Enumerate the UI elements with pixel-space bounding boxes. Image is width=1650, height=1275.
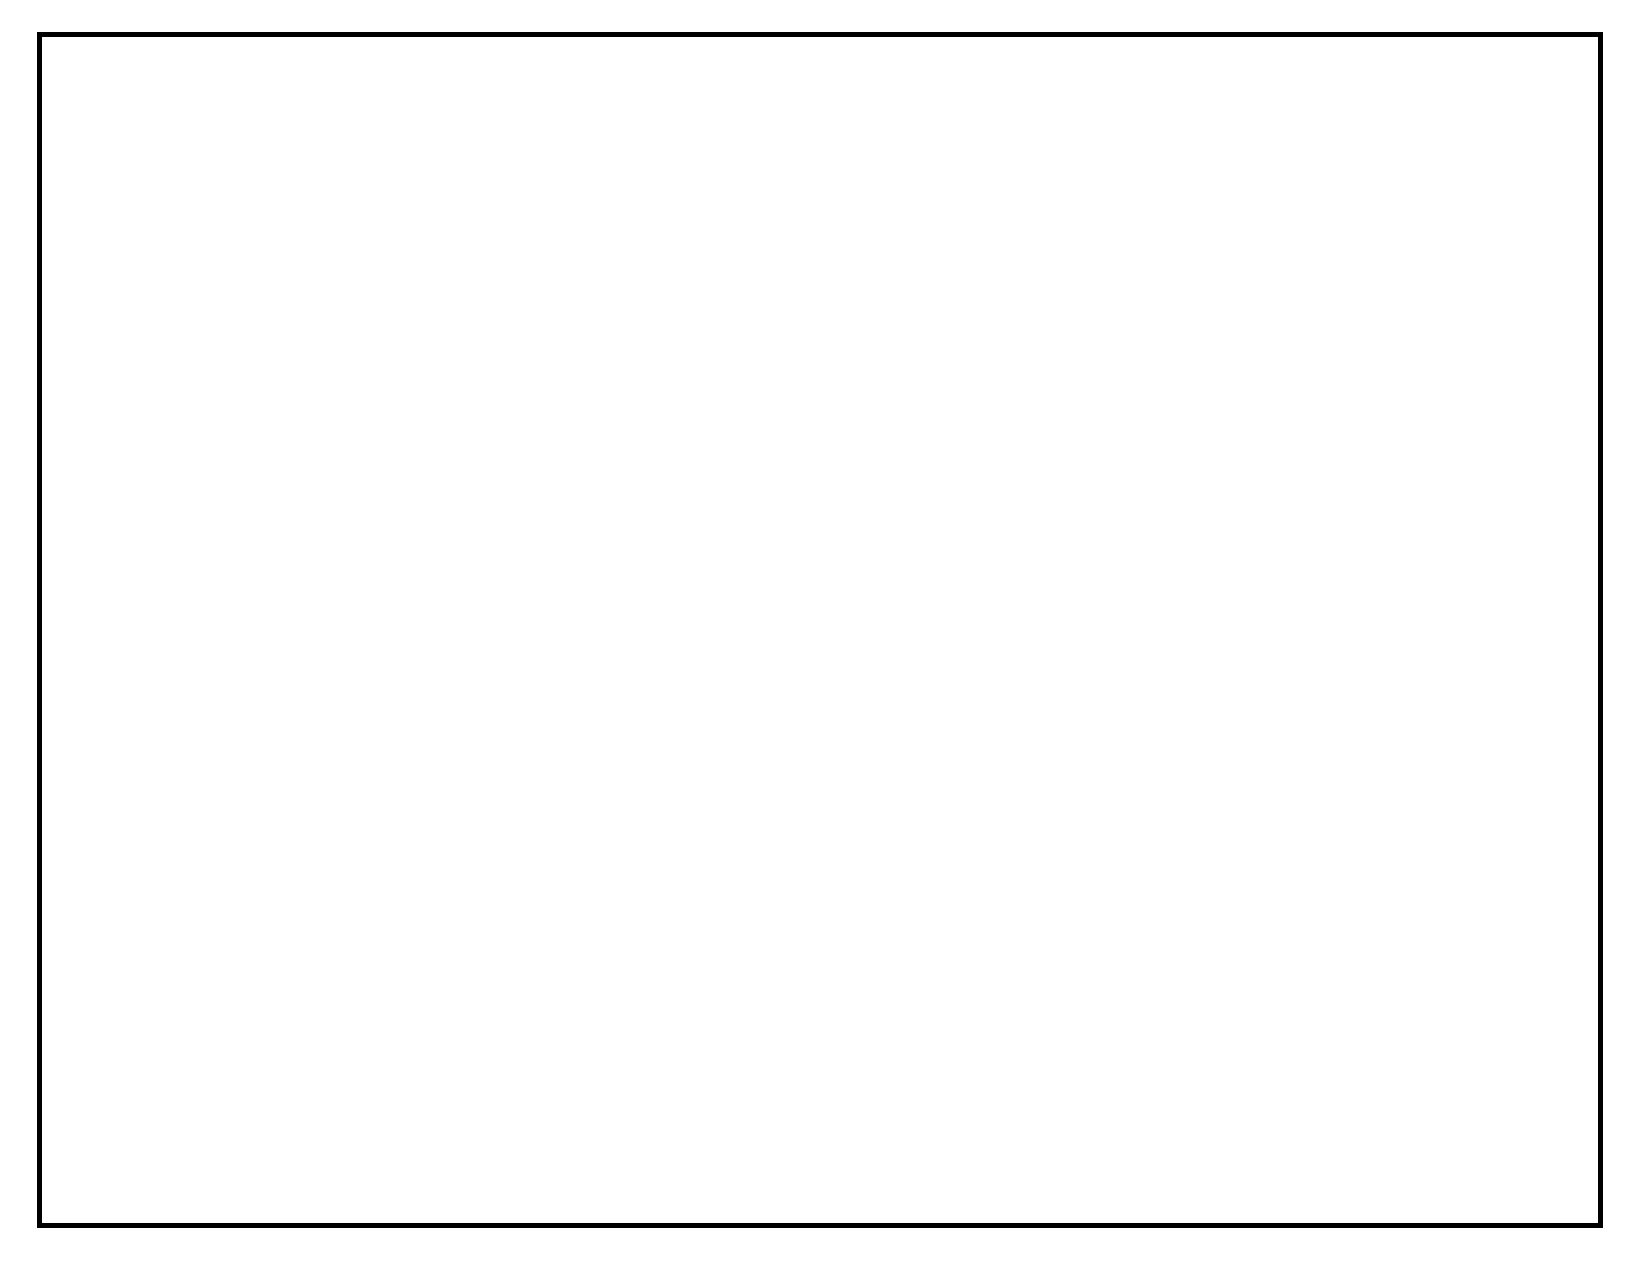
- map-frame-border: [37, 32, 1603, 1228]
